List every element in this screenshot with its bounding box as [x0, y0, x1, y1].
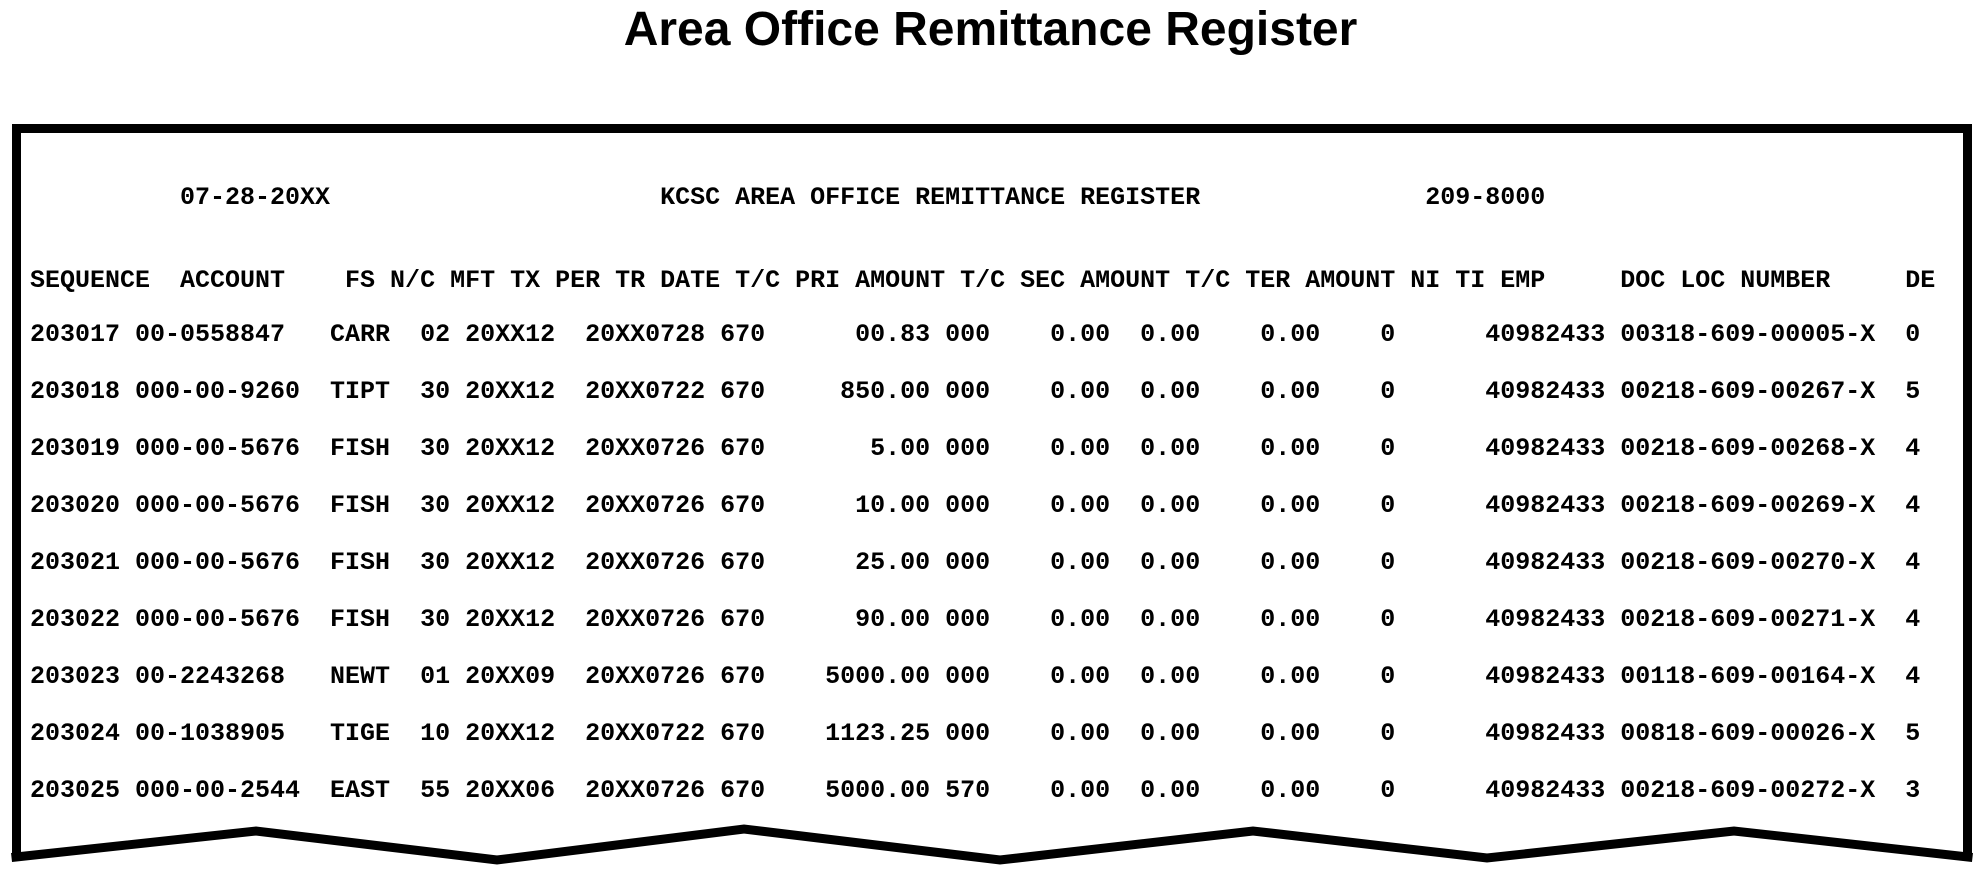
report-header-line: 07-28-20XX KCSC AREA OFFICE REMITTANCE R…: [30, 183, 1951, 212]
report-box: 07-28-20XX KCSC AREA OFFICE REMITTANCE R…: [12, 124, 1972, 858]
report-row: 203019 000-00-5676 FISH 30 20XX12 20XX07…: [30, 434, 1951, 463]
page-title: Area Office Remittance Register: [623, 3, 1358, 56]
report-row: 203025 000-00-2544 EAST 55 20XX06 20XX07…: [30, 776, 1951, 805]
report-row: 203024 00-1038905 TIGE 10 20XX12 20XX072…: [30, 719, 1951, 748]
report-row: 203023 00-2243268 NEWT 01 20XX09 20XX072…: [30, 662, 1951, 691]
report-row: 203021 000-00-5676 FISH 30 20XX12 20XX07…: [30, 548, 1951, 577]
column-header-row: SEQUENCE ACCOUNT FS N/C MFT TX PER TR DA…: [30, 266, 1951, 295]
report-row: 203020 000-00-5676 FISH 30 20XX12 20XX07…: [30, 491, 1951, 520]
report-row: 203022 000-00-5676 FISH 30 20XX12 20XX07…: [30, 605, 1951, 634]
report-row: 203017 00-0558847 CARR 02 20XX12 20XX072…: [30, 320, 1951, 349]
report-row: 203018 000-00-9260 TIPT 30 20XX12 20XX07…: [30, 377, 1951, 406]
